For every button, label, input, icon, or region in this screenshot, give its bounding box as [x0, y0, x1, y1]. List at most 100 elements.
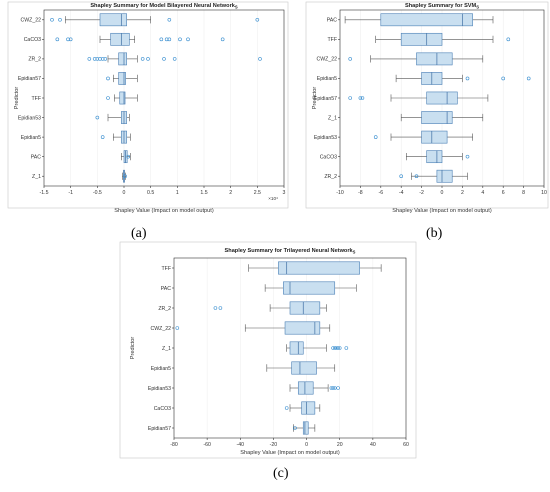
y-tick-label: CaCO3: [320, 154, 337, 160]
y-tick-label: TFF: [31, 96, 41, 102]
outlier-point: [87, 57, 92, 61]
box-TFF: [375, 32, 511, 46]
y-tick-label: TFF: [327, 37, 337, 43]
y-tick-label: Epidian57: [18, 76, 41, 82]
box-iqr: [301, 401, 316, 415]
outlier-point: [213, 306, 218, 310]
caption-b: (b): [426, 226, 443, 241]
outlier-point: [293, 426, 297, 430]
box-iqr: [278, 261, 360, 275]
box-iqr: [426, 91, 458, 105]
outlier-point: [100, 135, 105, 139]
y-tick-label: PAC: [327, 18, 338, 24]
outlier-point: [95, 57, 100, 61]
x-tick-label: -60: [203, 442, 211, 448]
outlier-point: [360, 96, 365, 100]
box-Epidian53: [289, 381, 340, 395]
y-axis-label: Predictor: [14, 87, 20, 110]
box-iqr: [302, 421, 309, 435]
x-tick-label: 1.5: [200, 190, 207, 196]
x-axis-label: Shapley Value (Impact on model output): [114, 208, 214, 214]
x-tick-label: 0: [123, 190, 126, 196]
box-TFF: [248, 261, 382, 275]
box-Epidian5: [266, 361, 336, 375]
box-iqr: [119, 91, 126, 105]
x-tick-label: -2: [419, 190, 424, 196]
box-Epidian53: [95, 111, 130, 124]
box-iqr: [426, 150, 443, 164]
outlier-point: [358, 96, 363, 100]
outlier-point: [98, 57, 102, 61]
outlier-point: [501, 76, 505, 81]
outlier-point: [92, 57, 97, 61]
box-iqr: [380, 13, 473, 27]
box-CWZ_22: [348, 52, 484, 66]
panel-frame: [7, 1, 289, 209]
x-tick-label: -1: [68, 190, 73, 196]
x-tick-label: -1.5: [40, 190, 49, 196]
box-CWZ_22: [175, 321, 331, 335]
outlier-point: [126, 154, 131, 159]
box-Epidian57: [348, 91, 489, 105]
outlier-point: [526, 76, 531, 81]
box-PAC: [344, 13, 494, 27]
outlier-point: [50, 17, 54, 22]
x-tick-label: 40: [370, 442, 376, 448]
chart-svg-b: -10 -8 -6 -4 -2 0 2 4 6 8 10 PAC TFF CWZ_22 Epidian5 Ep…: [305, 1, 549, 214]
box-PAC: [121, 150, 131, 164]
panel-frame: [119, 241, 417, 459]
y-tick-label: CaCO3: [24, 37, 41, 43]
y-tick-label: Epidian5: [317, 76, 337, 82]
x-axis-label: Shapley Value (Impact on model output): [392, 208, 492, 214]
box-Epidian5: [395, 72, 531, 85]
x-tick-label: 2: [461, 190, 464, 196]
outlier-point: [258, 57, 262, 61]
y-tick-label: Z_1: [162, 346, 171, 352]
box-Z_1: [400, 111, 484, 124]
y-tick-label: Epidian57: [148, 426, 171, 432]
outlier-point: [337, 346, 342, 350]
outlier-point: [178, 37, 182, 42]
x-tick-label: -6: [378, 190, 383, 196]
outlier-point: [465, 76, 470, 81]
outlier-point: [66, 37, 70, 42]
box-Epidian5: [100, 130, 131, 144]
box-Epidian57: [293, 421, 316, 435]
box-iqr: [421, 111, 453, 124]
outlier-point: [336, 346, 340, 350]
outlier-point: [414, 174, 419, 179]
box-Epidian57: [106, 72, 138, 85]
outlier-point: [331, 346, 335, 350]
y-tick-label: ZR_2: [324, 174, 337, 180]
box-iqr: [289, 341, 304, 355]
outlier-point: [146, 57, 150, 61]
outlier-point: [284, 406, 289, 410]
outlier-point: [103, 57, 108, 61]
caption-a: (a): [131, 226, 147, 241]
outlier-point: [220, 37, 225, 42]
outlier-point: [255, 17, 260, 22]
outlier-point: [106, 96, 110, 100]
chart-title-main: Shapley Summary for SVM: [405, 3, 477, 9]
x-tick-label: 20: [337, 442, 343, 448]
y-axis-label: Predictor: [130, 337, 136, 360]
chart-title: Shapley Summary for SVMS: [405, 3, 479, 10]
outlier-point: [332, 346, 337, 350]
box-iqr: [284, 321, 321, 335]
chart-title-subscript: S: [353, 250, 356, 255]
outlier-point: [465, 154, 470, 159]
chart-title-main: Shapley Summary for Model Bilayered Neur…: [90, 3, 235, 9]
panel-frame: [305, 1, 549, 209]
outlier-point: [336, 386, 340, 390]
x-tick-label: 2.5: [254, 190, 261, 196]
x-tick-label: 0: [441, 190, 444, 196]
x-tick-label: -10: [336, 190, 344, 196]
box-iqr: [291, 361, 317, 375]
x-tick-label: 8: [522, 190, 525, 196]
chart-title-subscript: S: [235, 5, 238, 10]
chart-title-subscript: S: [476, 5, 479, 10]
outlier-point: [329, 386, 334, 390]
x-tick-label: 60: [403, 442, 409, 448]
box-CaCO3: [406, 150, 470, 164]
y-tick-label: ZR_2: [158, 306, 171, 312]
